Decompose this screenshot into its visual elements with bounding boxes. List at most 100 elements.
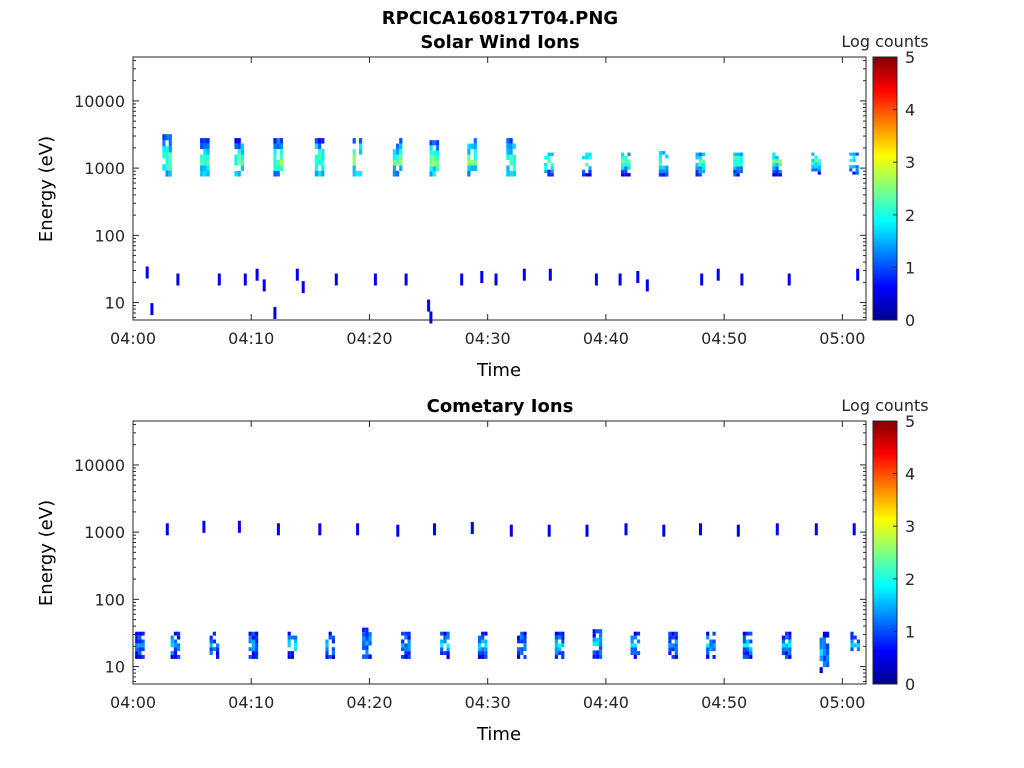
spectrogram-cell (162, 152, 166, 159)
spectrogram-cell (135, 651, 139, 655)
burst (234, 138, 244, 177)
spectrogram-cell (429, 150, 433, 156)
spectrogram-cell (251, 643, 255, 648)
spectrogram-cell (203, 149, 207, 155)
spectrogram-cell (352, 165, 356, 171)
spectrogram-cell (251, 651, 255, 655)
burst (630, 631, 641, 659)
event-mark (202, 520, 206, 533)
spectrogram-cell (240, 160, 244, 166)
burst (517, 631, 527, 659)
spectrogram-cell (473, 149, 477, 155)
spectrogram-cell (429, 140, 433, 146)
spectrogram-cell (668, 647, 672, 652)
spectrogram-cell (856, 647, 860, 652)
spectrogram-cell (446, 651, 450, 655)
spectrogram-cell (621, 159, 625, 163)
colorbar-tick-label: 3 (905, 517, 915, 536)
spectrogram-cell (399, 149, 403, 155)
spectrogram-cell (739, 152, 743, 156)
spectrogram-cell (135, 631, 139, 636)
burst (248, 631, 259, 659)
spectrogram-cell (276, 171, 280, 177)
spectrogram-cell (852, 158, 856, 162)
spectrogram-cell (621, 152, 625, 156)
spectrogram-cell (595, 637, 599, 642)
panel-2-ticks: 04:00 04:10 04:20 04:30 04:40 04:50 05:00 10 100… (74, 421, 866, 712)
spectrogram-cell (294, 643, 298, 648)
spectrogram-cell (432, 161, 436, 167)
spectrogram-cell (772, 166, 776, 170)
spectrogram-cell (237, 160, 241, 166)
spectrogram-cell (162, 146, 166, 153)
spectrogram-cell (401, 655, 405, 659)
burst (362, 627, 372, 659)
spectrogram-cell (237, 149, 241, 155)
event-mark (301, 281, 305, 294)
spectrogram-cell (742, 651, 746, 655)
spectrogram-cell (558, 631, 562, 636)
spectrogram-cell (662, 151, 666, 155)
spectrogram-cell (318, 138, 322, 144)
colorbar-tick-label: 4 (905, 465, 915, 484)
spectrogram-cell (135, 643, 139, 648)
spectrogram-cell (138, 651, 142, 655)
x-tick-label: 04:30 (465, 329, 511, 348)
spectrogram-cell (742, 635, 746, 640)
spectrogram-cell (658, 169, 662, 173)
spectrogram-cell (392, 154, 396, 160)
spectrogram-cell (706, 651, 710, 655)
spectrogram-cell (325, 655, 329, 659)
spectrogram-cell (321, 160, 325, 166)
x-tick-label: 04:40 (583, 693, 629, 712)
spectrogram-cell (599, 629, 603, 634)
spectrogram-cell (396, 171, 400, 177)
spectrogram-cell (177, 635, 181, 640)
spectrogram-cell (477, 647, 482, 652)
spectrogram-cell (561, 651, 565, 655)
spectrogram-cell (523, 639, 527, 644)
spectrogram-cell (206, 165, 210, 171)
spectrogram-cell (547, 169, 551, 174)
spectrogram-cell (853, 643, 857, 648)
spectrogram-cell (173, 631, 177, 636)
event-mark (636, 271, 640, 283)
spectrogram-cell (368, 636, 372, 641)
burst (554, 631, 565, 659)
spectrogram-cell (630, 635, 634, 640)
spectrogram-cell (251, 647, 255, 652)
spectrogram-cell (318, 154, 322, 160)
spectrogram-cell (484, 639, 488, 644)
spectrogram-cell (595, 650, 599, 655)
spectrogram-cell (811, 152, 815, 156)
spectrogram-cell (582, 173, 586, 177)
figure-title: RPCICA160817T04.PNG (382, 8, 618, 29)
spectrogram-cell (352, 160, 356, 166)
burst (200, 138, 210, 177)
spectrogram-cell (595, 641, 599, 647)
spectrogram-cell (432, 166, 436, 172)
spectrogram-cell (523, 631, 527, 636)
spectrogram-cell (739, 162, 743, 167)
spectrogram-cell (273, 143, 277, 150)
spectrogram-cell (736, 162, 740, 167)
spectrogram-cell (435, 140, 440, 146)
spectrogram-cell (633, 647, 637, 652)
spectrogram-cell (523, 647, 527, 652)
spectrogram-cell (331, 651, 335, 655)
spectrogram-cell (287, 631, 291, 636)
spectrogram-cell (481, 655, 485, 659)
spectrogram-cell (520, 651, 524, 655)
spectrogram-cell (401, 647, 405, 652)
spectrogram-cell (671, 635, 675, 640)
spectrogram-cell (407, 647, 411, 652)
spectrogram-cell (550, 152, 554, 156)
y-tick-label: 10000 (74, 456, 125, 475)
spectrogram-cell (290, 655, 294, 659)
spectrogram-cell (778, 159, 782, 163)
spectrogram-cell (517, 655, 521, 659)
spectrogram-cell (255, 639, 259, 644)
spectrogram-cell (473, 138, 477, 144)
spectrogram-cell (621, 169, 625, 174)
spectrogram-cell (826, 643, 830, 650)
